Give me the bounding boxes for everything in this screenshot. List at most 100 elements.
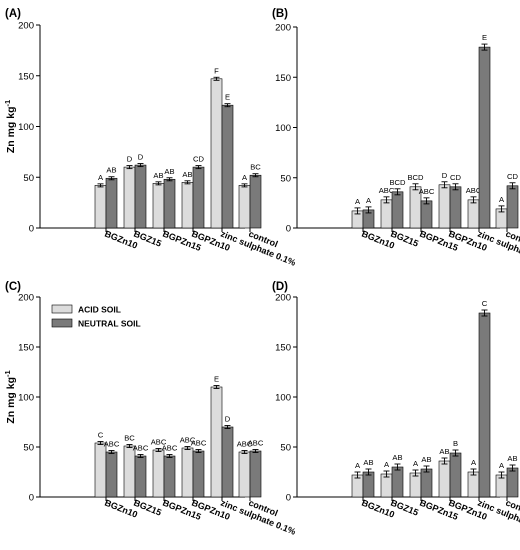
bar: [506, 185, 519, 229]
significance-label: D: [225, 415, 231, 424]
bar: [123, 166, 136, 229]
y-tick-label: 0: [29, 493, 34, 504]
bar: [192, 166, 205, 229]
significance-label: B: [453, 439, 458, 448]
legend-label: ACID SOIL: [78, 305, 121, 315]
bar: [94, 185, 107, 229]
y-tick-label: 50: [280, 173, 291, 184]
legend: ACID SOIL NEUTRAL SOIL: [51, 305, 141, 329]
legend-swatch: [51, 318, 73, 328]
panel-label: (B): [272, 8, 288, 20]
significance-label: ABC: [248, 439, 264, 448]
bar: [249, 174, 262, 229]
bar: [210, 78, 223, 229]
y-tick-label: 100: [275, 123, 291, 134]
bar: [105, 177, 118, 229]
bar: [181, 182, 194, 229]
significance-label: ABC: [379, 186, 395, 195]
panel-label: (D): [272, 281, 288, 293]
chart-panel-2: (B)050100150200BGZn10BGZ15BGPZn15BGPZn10…: [272, 8, 520, 268]
bar: [221, 104, 234, 229]
bar: [362, 471, 375, 498]
bar: [478, 312, 491, 498]
y-axis-label: Zn mg kg-1: [3, 100, 17, 153]
y-tick-label: 200: [18, 293, 34, 304]
significance-label: BC: [250, 163, 261, 172]
y-tick-label: 200: [18, 21, 34, 32]
bar: [152, 183, 165, 229]
significance-label: A: [384, 460, 390, 469]
significance-label: BCD: [407, 173, 424, 182]
y-tick-label: 50: [23, 443, 34, 454]
bar: [391, 191, 404, 229]
significance-label: AB: [507, 454, 517, 463]
significance-label: CD: [193, 155, 204, 164]
bar: [449, 186, 462, 229]
bar: [380, 473, 393, 498]
bar: [506, 467, 519, 498]
significance-label: ABC: [180, 436, 196, 445]
significance-label: E: [214, 375, 219, 384]
significance-label: ABC: [419, 187, 435, 196]
significance-label: AB: [106, 166, 116, 175]
bar: [221, 426, 234, 498]
bar: [94, 442, 107, 498]
bar: [409, 472, 422, 498]
bar: [420, 468, 433, 498]
significance-label: A: [355, 197, 361, 206]
significance-label: C: [482, 299, 488, 308]
y-tick-label: 200: [275, 23, 291, 34]
panel-label: (A): [5, 8, 21, 20]
panel-label: (C): [5, 281, 21, 293]
significance-label: A: [413, 459, 419, 468]
significance-label: A: [355, 461, 361, 470]
significance-label: ABC: [191, 439, 207, 448]
bar: [420, 200, 433, 229]
significance-label: E: [225, 93, 230, 102]
significance-label: A: [242, 173, 248, 182]
significance-label: A: [471, 458, 477, 467]
y-tick-label: 100: [18, 393, 34, 404]
bar: [391, 466, 404, 498]
significance-label: AB: [363, 458, 373, 467]
bar: [478, 46, 491, 229]
significance-label: BC: [124, 434, 135, 443]
significance-label: ABC: [466, 186, 482, 195]
significance-label: ABC: [104, 440, 120, 449]
significance-label: A: [98, 173, 104, 182]
y-tick-label: 50: [280, 443, 291, 454]
bar: [105, 451, 118, 498]
bar: [249, 450, 262, 498]
significance-label: AB: [153, 171, 163, 180]
significance-label: AB: [421, 455, 431, 464]
bar: [181, 447, 194, 498]
bar: [210, 386, 223, 498]
bar: [134, 455, 147, 498]
bar: [449, 452, 462, 498]
bar: [152, 449, 165, 498]
significance-label: ABC: [133, 444, 149, 453]
bar: [380, 199, 393, 229]
bar: [238, 451, 251, 498]
bar: [467, 471, 480, 498]
bar: [123, 445, 136, 498]
significance-label: A: [366, 196, 372, 205]
significance-label: D: [442, 171, 448, 180]
chart-panel-4: (D)050100150200BGZn10BGZ15BGPZn15BGPZn10…: [272, 281, 520, 537]
bar: [438, 460, 451, 498]
y-tick-label: 100: [275, 393, 291, 404]
y-tick-label: 150: [18, 71, 34, 82]
y-tick-label: 0: [29, 224, 34, 235]
significance-label: ABC: [151, 438, 167, 447]
significance-label: AB: [164, 167, 174, 176]
significance-label: C: [98, 431, 104, 440]
significance-label: D: [127, 155, 133, 164]
y-tick-label: 200: [275, 293, 291, 304]
bar: [134, 164, 147, 229]
significance-label: AB: [439, 447, 449, 456]
legend-label: NEUTRAL SOIL: [78, 319, 141, 329]
y-tick-label: 150: [275, 343, 291, 354]
y-tick-label: 150: [18, 343, 34, 354]
